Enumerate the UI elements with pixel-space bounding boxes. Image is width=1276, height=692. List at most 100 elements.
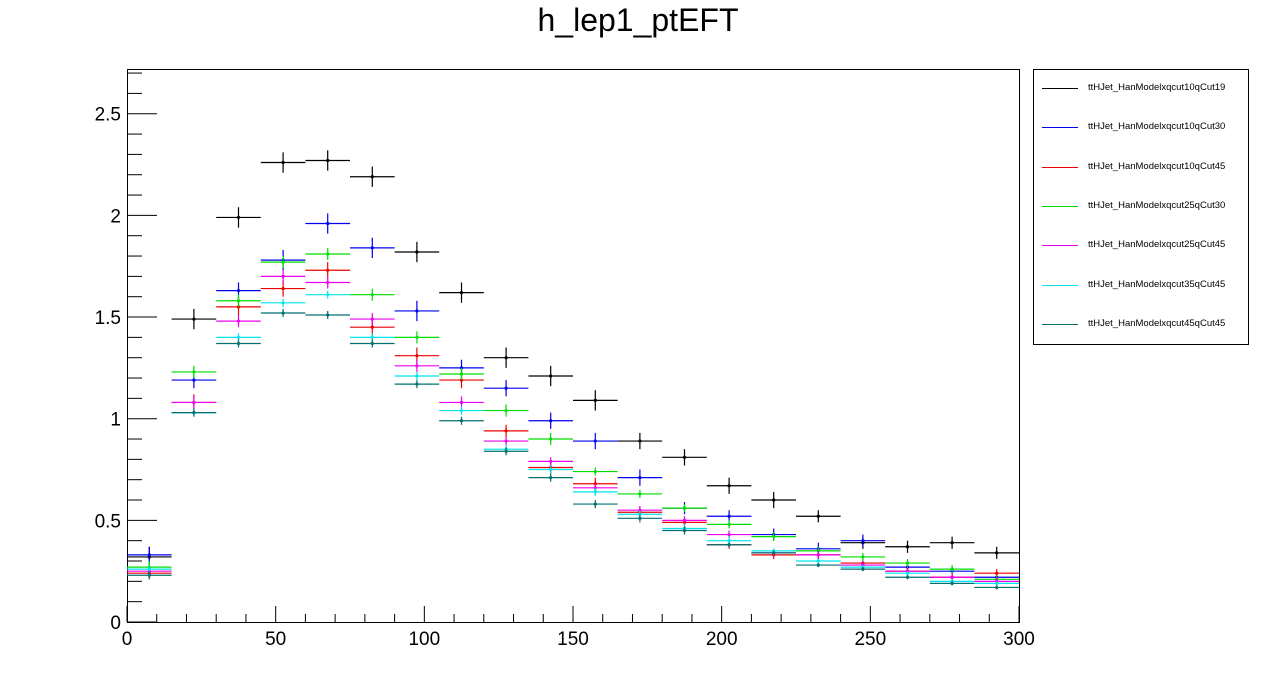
data-point (326, 313, 330, 317)
data-point (504, 449, 508, 453)
legend-label: ttHJet_HanModelxqcut25qCut45 (1088, 239, 1226, 251)
data-point (950, 581, 954, 585)
data-point (326, 158, 330, 163)
data-point (147, 553, 151, 557)
data-point (593, 398, 597, 402)
data-point (950, 575, 954, 579)
legend-line-swatch (1042, 205, 1078, 207)
data-point (281, 260, 285, 264)
x-tick-label: 50 (265, 629, 286, 650)
data-point (326, 293, 330, 297)
data-point (727, 543, 731, 547)
data-point (593, 490, 597, 494)
legend-line-swatch (1042, 127, 1078, 129)
axes: 0 50 100 150 200 250 300 0 0.5 1 1.5 2 2.5 (95, 72, 1035, 650)
data-point (727, 522, 731, 527)
data-point (772, 551, 776, 555)
data-point (192, 410, 196, 415)
data-marks (127, 150, 1019, 590)
data-point (549, 459, 553, 463)
data-point (504, 408, 508, 413)
data-point (593, 439, 597, 443)
data-point (727, 514, 731, 518)
plot-frame (127, 69, 1020, 623)
data-point (593, 469, 597, 474)
legend-label: ttHJet_HanModelxqcut10qCut45 (1088, 160, 1226, 172)
series-1 (127, 150, 1019, 568)
data-point (861, 567, 865, 571)
y-tick-label: 1 (110, 410, 121, 431)
data-point (370, 335, 374, 339)
data-point (236, 341, 241, 346)
data-point (459, 372, 464, 376)
y-tick-label: 0 (110, 613, 121, 634)
data-point (281, 160, 285, 165)
data-point (459, 419, 464, 423)
legend-label: ttHJet_HanModelxqcut25qCut30 (1088, 199, 1226, 211)
y-tick-label: 0.5 (95, 511, 121, 532)
data-point (950, 541, 954, 545)
data-point (682, 506, 687, 510)
data-point (638, 439, 642, 443)
series-7 (127, 308, 1019, 590)
legend-entry: ttHJet_HanModelxqcut10qCut45 (1034, 158, 1250, 178)
data-point (682, 518, 687, 522)
data-point (281, 274, 285, 278)
data-point (816, 563, 820, 567)
x-tick-label: 150 (557, 629, 589, 650)
data-point (459, 400, 464, 405)
data-point (326, 280, 330, 285)
x-tick-label: 200 (706, 629, 738, 650)
data-point (727, 484, 731, 488)
data-point (995, 581, 999, 585)
legend-entry: ttHJet_HanModelxqcut45qCut45 (1034, 315, 1250, 335)
data-point (459, 291, 464, 295)
data-point (326, 268, 330, 272)
legend-entry: ttHJet_HanModelxqcut25qCut45 (1034, 236, 1250, 256)
data-point (816, 514, 820, 518)
legend: ttHJet_HanModelxqcut10qCut19 ttHJet_HanMo… (1033, 69, 1249, 345)
y-tick-label: 2 (110, 206, 121, 227)
data-point (905, 575, 910, 579)
data-point (504, 429, 508, 433)
data-point (370, 246, 374, 250)
legend-line-swatch (1042, 323, 1078, 325)
data-point (192, 370, 196, 374)
x-tick-label: 100 (408, 629, 440, 650)
y-tick-label: 1.5 (95, 308, 121, 329)
data-point (370, 175, 374, 179)
data-point (236, 335, 241, 339)
legend-label: ttHJet_HanModelxqcut10qCut30 (1088, 121, 1226, 133)
data-point (192, 378, 196, 382)
data-point (415, 354, 419, 358)
data-point (504, 439, 508, 443)
data-point (682, 455, 687, 459)
legend-label: ttHJet_HanModelxqcut45qCut45 (1088, 317, 1226, 329)
data-point (549, 476, 553, 480)
data-point (415, 374, 419, 378)
data-point (326, 221, 330, 226)
data-point (236, 319, 241, 323)
data-point (816, 559, 820, 563)
data-point (147, 567, 151, 571)
data-point (370, 341, 374, 346)
data-point (459, 408, 464, 413)
data-point (816, 553, 820, 557)
data-point (415, 364, 419, 368)
data-point (995, 585, 999, 590)
legend-label: ttHJet_HanModelxqcut10qCut19 (1088, 82, 1226, 93)
data-point (281, 301, 285, 305)
data-point (861, 539, 865, 543)
data-point (192, 317, 196, 321)
data-point (236, 299, 241, 303)
data-point (370, 317, 374, 321)
legend-entry: ttHJet_HanModelxqcut35qCut45 (1034, 276, 1250, 296)
data-point (727, 539, 731, 543)
data-point (905, 545, 910, 549)
data-point (236, 215, 241, 220)
series-4 (127, 247, 1019, 584)
data-point (147, 573, 151, 577)
data-point (638, 476, 642, 480)
legend-label: ttHJet_HanModelxqcut35qCut45 (1088, 278, 1226, 290)
legend-line-swatch (1042, 284, 1078, 286)
